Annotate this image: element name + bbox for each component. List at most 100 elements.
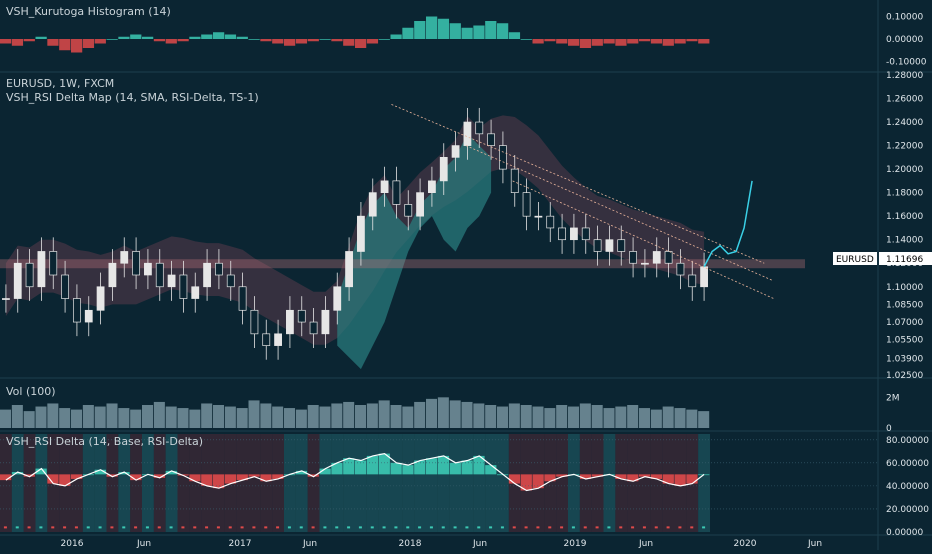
price-tick-label: 1.16000: [886, 212, 923, 222]
candle-body: [238, 286, 247, 311]
rsi-delta-bar: [390, 462, 402, 475]
kurutoga-bar: [615, 39, 627, 46]
time-tick-label: 2017: [229, 539, 252, 549]
candle-body: [120, 251, 129, 264]
rsi-delta-bar: [153, 474, 166, 478]
kurutoga-bar: [461, 27, 473, 39]
volume-bar: [331, 403, 343, 428]
volume-bar: [118, 408, 130, 428]
rsi-delta-bar: [650, 474, 663, 479]
volume-bar: [319, 406, 331, 428]
rsi-delta-bar: [532, 474, 544, 489]
rsi-delta-bar: [437, 455, 450, 475]
trendline[interactable]: [391, 104, 765, 264]
kurutoga-bar: [650, 39, 663, 44]
kurutoga-bar: [165, 39, 177, 44]
candle-body: [652, 251, 661, 264]
rsi-delta-bar: [248, 474, 260, 477]
kurutoga-bar: [295, 39, 308, 44]
kurutoga-bar: [355, 39, 367, 48]
candle-body: [428, 180, 436, 193]
volume-bar: [71, 409, 83, 428]
rsi-delta-bar: [189, 474, 201, 482]
rsi-map-column: [236, 434, 249, 532]
price-tick-label: 1.08500: [886, 300, 923, 310]
time-tick-label: Jun: [807, 539, 822, 549]
rsi-map-column: [260, 434, 273, 532]
volume-bar: [508, 403, 520, 428]
rsi-marker: [193, 526, 197, 529]
rsi-tick-label: 20.00000: [886, 505, 929, 515]
volume-bar: [106, 403, 118, 428]
rsi-map-column: [284, 434, 296, 532]
rsi-map-column: [295, 434, 308, 532]
volume-bar: [603, 408, 615, 428]
candle-body: [49, 251, 58, 276]
rsi-marker: [406, 526, 410, 529]
kurutoga-bar: [603, 39, 615, 44]
rsi-marker: [240, 526, 244, 529]
rsi-map-column: [366, 434, 379, 532]
candle-body: [37, 251, 46, 288]
volume-bar: [307, 405, 319, 428]
volume-bar: [627, 405, 639, 428]
kurutoga-bar: [71, 39, 83, 53]
candle-body: [132, 251, 140, 276]
candle-body: [191, 286, 200, 299]
rsi-marker: [536, 526, 540, 529]
rsi-delta-bar: [508, 474, 521, 484]
kurutoga-bar: [343, 39, 355, 46]
candle-body: [558, 227, 566, 241]
rsi-delta-bar: [118, 472, 130, 475]
kurutoga-bar: [532, 39, 544, 44]
kurutoga-bar: [284, 39, 296, 46]
rsi-marker: [122, 526, 126, 529]
rsi-marker: [86, 526, 90, 529]
candle-body: [297, 309, 306, 323]
price-tick-label: 1.18000: [886, 189, 923, 199]
kurutoga-bar: [272, 39, 284, 44]
kurutoga-tick-label: -0.10000: [886, 58, 927, 68]
projection-line[interactable]: [703, 180, 753, 268]
rsi-map-column: [579, 434, 592, 532]
candle-body: [487, 133, 495, 146]
rsi-delta-bar: [615, 474, 627, 479]
candle-body: [84, 309, 93, 323]
rsi-delta-bar: [319, 468, 331, 475]
rsi-map-column: [639, 434, 651, 532]
rsi-delta-bar: [201, 474, 213, 486]
rsi-map-column: [11, 434, 24, 532]
trendline[interactable]: [465, 145, 774, 282]
rsi-marker: [74, 526, 78, 529]
time-tick-label: 2018: [399, 539, 422, 549]
volume-bar: [698, 411, 710, 428]
rsi-marker: [39, 526, 43, 529]
rsi-marker: [619, 526, 623, 529]
rsi-map-column: [568, 434, 580, 532]
rsi-delta-bar: [402, 465, 414, 475]
kurutoga-bar: [11, 39, 24, 46]
candle-body: [534, 215, 543, 218]
candle-body: [664, 251, 673, 264]
rsi-marker: [418, 526, 422, 529]
kurutoga-bar: [201, 34, 213, 39]
price-label-value: 1.11696: [886, 255, 923, 265]
rsi-delta-bar: [449, 462, 461, 475]
kurutoga-bar: [319, 39, 331, 40]
volume-bar: [23, 411, 35, 428]
volume-bar: [366, 403, 378, 428]
kurutoga-bar: [189, 36, 201, 39]
candle-body: [333, 286, 342, 311]
price-tick-label: 1.03900: [886, 355, 923, 365]
candle-body: [522, 192, 531, 217]
candle-body: [546, 215, 555, 229]
candle-body: [357, 215, 365, 252]
candle-body: [167, 274, 176, 288]
kurutoga-panel: 0.10000 0.00000 -0.10000: [0, 13, 927, 68]
rsi-map-column: [556, 434, 568, 532]
rsi-map-column: [94, 434, 107, 532]
price-tick-label: 1.24000: [886, 118, 923, 128]
kurutoga-bar: [508, 32, 521, 39]
price-label-symbol: EURUSD: [836, 255, 874, 265]
